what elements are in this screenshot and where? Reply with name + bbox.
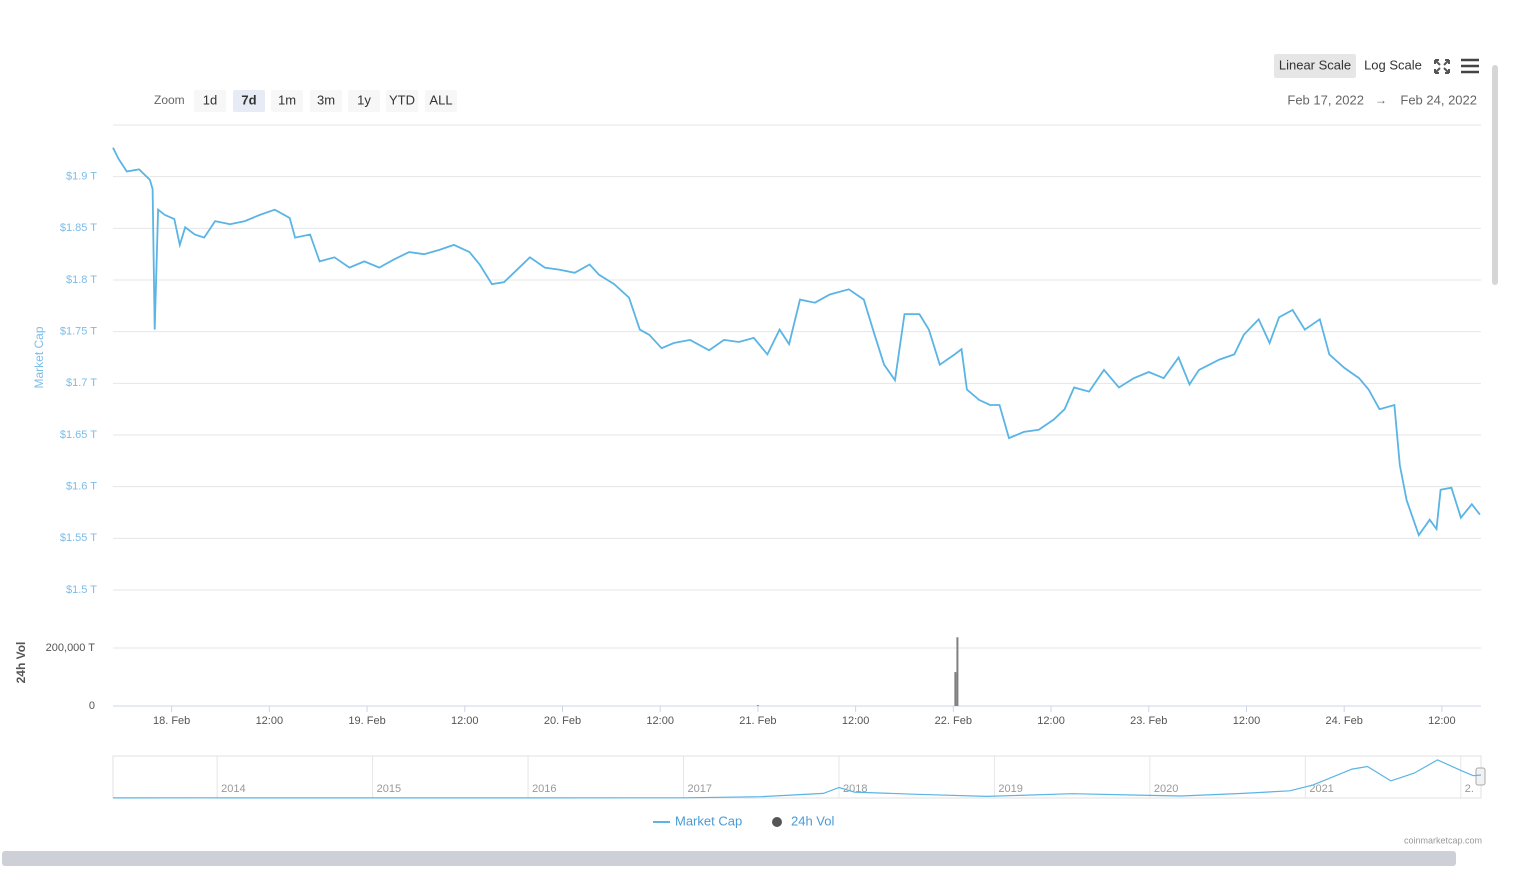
y-tick-label: 200,000 T [46, 642, 96, 654]
zoom-button[interactable] [271, 90, 303, 112]
credits[interactable]: coinmarketcap.com [1404, 835, 1482, 845]
zoom-button[interactable] [348, 90, 380, 112]
zoom-button-label[interactable]: ALL [429, 92, 452, 107]
navigator-tick-label: 2018 [843, 783, 867, 795]
y-tick-label: $1.75 T [60, 326, 97, 338]
x-tick-label: 12:00 [1428, 715, 1456, 727]
x-tick-label: 12:00 [1233, 715, 1261, 727]
volume-bar [756, 705, 759, 706]
zoom-button-label[interactable]: YTD [389, 92, 415, 107]
fullscreen-icon[interactable] [1434, 59, 1450, 74]
navigator-tick-label: 2016 [532, 783, 556, 795]
y-tick-label: $1.85 T [60, 222, 97, 234]
menu-icon[interactable] [1461, 58, 1479, 74]
zoom-button[interactable] [233, 90, 265, 112]
y-axis-title: 24h Vol [14, 642, 28, 684]
navigator-tick-label: 2020 [1154, 783, 1178, 795]
legend-label[interactable]: 24h Vol [791, 813, 834, 828]
scale-button-label[interactable]: Log Scale [1364, 57, 1422, 72]
zoom-button[interactable] [194, 90, 226, 112]
y-tick-label: $1.7 T [66, 377, 97, 389]
y-axis-title: Market Cap [32, 326, 46, 388]
navigator-tick-label: 2015 [377, 783, 401, 795]
x-tick-label: 24. Feb [1326, 715, 1363, 727]
legend-label[interactable]: Market Cap [675, 813, 742, 828]
h-scrollbar[interactable] [2, 851, 1456, 866]
zoom-button-label[interactable]: 3m [317, 92, 335, 107]
navigator-handle[interactable] [1475, 767, 1486, 786]
y-tick-label: 0 [89, 700, 95, 712]
scale-button[interactable] [1361, 54, 1425, 78]
x-tick-label: 18. Feb [153, 715, 190, 727]
range-to: Feb 24, 2022 [1400, 92, 1477, 107]
zoom-button-label[interactable]: 1m [278, 92, 296, 107]
navigator-tick-label: 2014 [221, 783, 245, 795]
x-tick-label: 21. Feb [739, 715, 776, 727]
volume-bar [954, 672, 957, 706]
x-tick-label: 22. Feb [935, 715, 972, 727]
zoom-button[interactable] [310, 90, 342, 112]
range-from: Feb 17, 2022 [1287, 92, 1364, 107]
x-tick-label: 19. Feb [348, 715, 385, 727]
volume-bar [956, 637, 959, 706]
x-tick-label: 12:00 [1037, 715, 1065, 727]
x-tick-label: 12:00 [842, 715, 870, 727]
x-tick-label: 23. Feb [1130, 715, 1167, 727]
y-tick-label: $1.5 T [66, 584, 97, 596]
series-line [112, 759, 1482, 799]
y-tick-label: $1.65 T [60, 429, 97, 441]
v-scrollbar[interactable] [1492, 65, 1498, 285]
zoom-button-label[interactable]: 1d [203, 92, 217, 107]
zoom-button-label[interactable]: 7d [241, 92, 256, 107]
x-tick-label: 20. Feb [544, 715, 581, 727]
x-tick-label: 12:00 [646, 715, 674, 727]
legend-dot [772, 817, 782, 827]
navigator-tick-label: 2. [1465, 783, 1474, 795]
y-tick-label: $1.8 T [66, 274, 97, 286]
zoom-button[interactable] [425, 90, 457, 112]
y-tick-label: $1.6 T [66, 481, 97, 493]
zoom-button[interactable] [386, 90, 418, 112]
zoom-label: Zoom [154, 93, 185, 107]
zoom-button-label[interactable]: 1y [357, 92, 371, 107]
range-arrow: → [1375, 93, 1387, 107]
navigator-tick-label: 2019 [998, 783, 1022, 795]
y-tick-label: $1.9 T [66, 171, 97, 183]
x-tick-label: 12:00 [451, 715, 479, 727]
x-tick-label: 12:00 [256, 715, 284, 727]
navigator-tick-label: 2021 [1309, 783, 1333, 795]
y-tick-label: $1.55 T [60, 532, 97, 544]
navigator-tick-label: 2017 [688, 783, 712, 795]
scale-button[interactable] [1274, 54, 1356, 78]
scale-button-label[interactable]: Linear Scale [1279, 57, 1351, 72]
series-line [112, 147, 1481, 538]
